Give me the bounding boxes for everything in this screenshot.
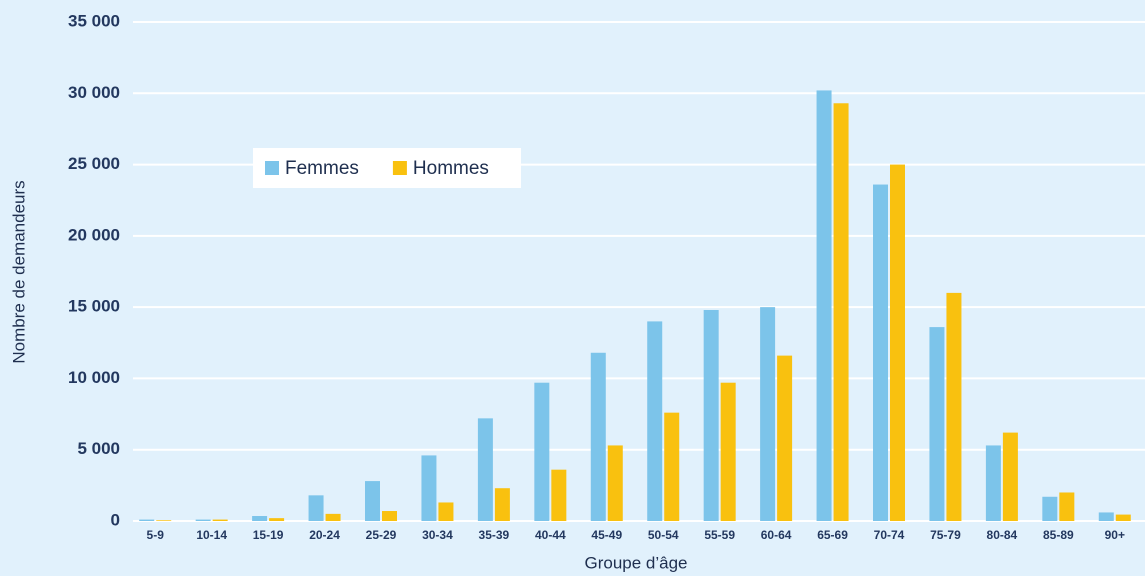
bar (551, 469, 567, 521)
bar (985, 445, 1001, 521)
bar (252, 516, 268, 521)
bar (477, 418, 493, 521)
bar (382, 511, 397, 521)
bar (534, 382, 550, 521)
bar (590, 352, 606, 521)
legend-box (253, 148, 521, 188)
x-tick-label: 55-59 (704, 528, 735, 542)
bar (1059, 492, 1075, 521)
bar (308, 495, 324, 521)
x-tick-label: 40-44 (535, 528, 566, 542)
bar (139, 519, 155, 521)
bar (760, 307, 776, 521)
x-tick-label: 30-34 (422, 528, 453, 542)
bar (833, 103, 849, 521)
bar (664, 412, 680, 521)
bar (438, 502, 454, 521)
y-tick-label: 10 000 (68, 368, 120, 387)
bar (1098, 512, 1114, 521)
x-tick-label: 10-14 (196, 528, 227, 542)
x-tick-label: 5-9 (147, 528, 165, 542)
y-tick-label: 0 (111, 510, 120, 529)
bar (421, 455, 437, 521)
bar (703, 309, 719, 521)
bar (1042, 496, 1058, 521)
bar (325, 513, 341, 521)
x-tick-label: 50-54 (648, 528, 679, 542)
bar (929, 327, 945, 521)
legend-label: Femmes (285, 158, 359, 179)
y-tick-label: 30 000 (68, 83, 120, 102)
bar (212, 519, 228, 521)
bar (647, 321, 663, 521)
bar (946, 292, 962, 521)
bar (607, 445, 623, 521)
bar (1115, 514, 1131, 521)
x-tick-label: 60-64 (761, 528, 792, 542)
x-tick-label: 75-79 (930, 528, 961, 542)
bar (494, 488, 510, 521)
bar (873, 184, 888, 521)
y-tick-label: 25 000 (68, 154, 120, 173)
x-tick-label: 90+ (1105, 528, 1125, 542)
bar (1002, 432, 1018, 521)
bar (816, 90, 832, 521)
bar (365, 481, 380, 521)
bar (195, 519, 211, 521)
x-tick-label: 80-84 (987, 528, 1018, 542)
x-tick-label: 70-74 (874, 528, 905, 542)
x-axis-title: Groupe d’âge (584, 553, 687, 572)
y-axis-title: Nombre de demandeurs (9, 180, 28, 363)
x-tick-label: 85-89 (1043, 528, 1074, 542)
x-tick-label: 35-39 (479, 528, 510, 542)
y-tick-label: 15 000 (68, 297, 120, 316)
x-tick-label: 20-24 (309, 528, 340, 542)
y-tick-label: 35 000 (68, 11, 120, 30)
x-tick-label: 45-49 (591, 528, 622, 542)
x-tick-label: 65-69 (817, 528, 848, 542)
y-tick-label: 5 000 (77, 439, 120, 458)
legend-swatch (392, 161, 407, 175)
bar (720, 382, 736, 521)
bar (890, 164, 905, 522)
x-tick-label: 15-19 (253, 528, 284, 542)
legend-label: Hommes (413, 158, 489, 179)
bar (269, 518, 285, 521)
bar (156, 520, 172, 521)
x-tick-label: 25-29 (366, 528, 397, 542)
y-tick-label: 20 000 (68, 225, 120, 244)
legend-swatch (265, 161, 279, 175)
bar (777, 355, 793, 521)
